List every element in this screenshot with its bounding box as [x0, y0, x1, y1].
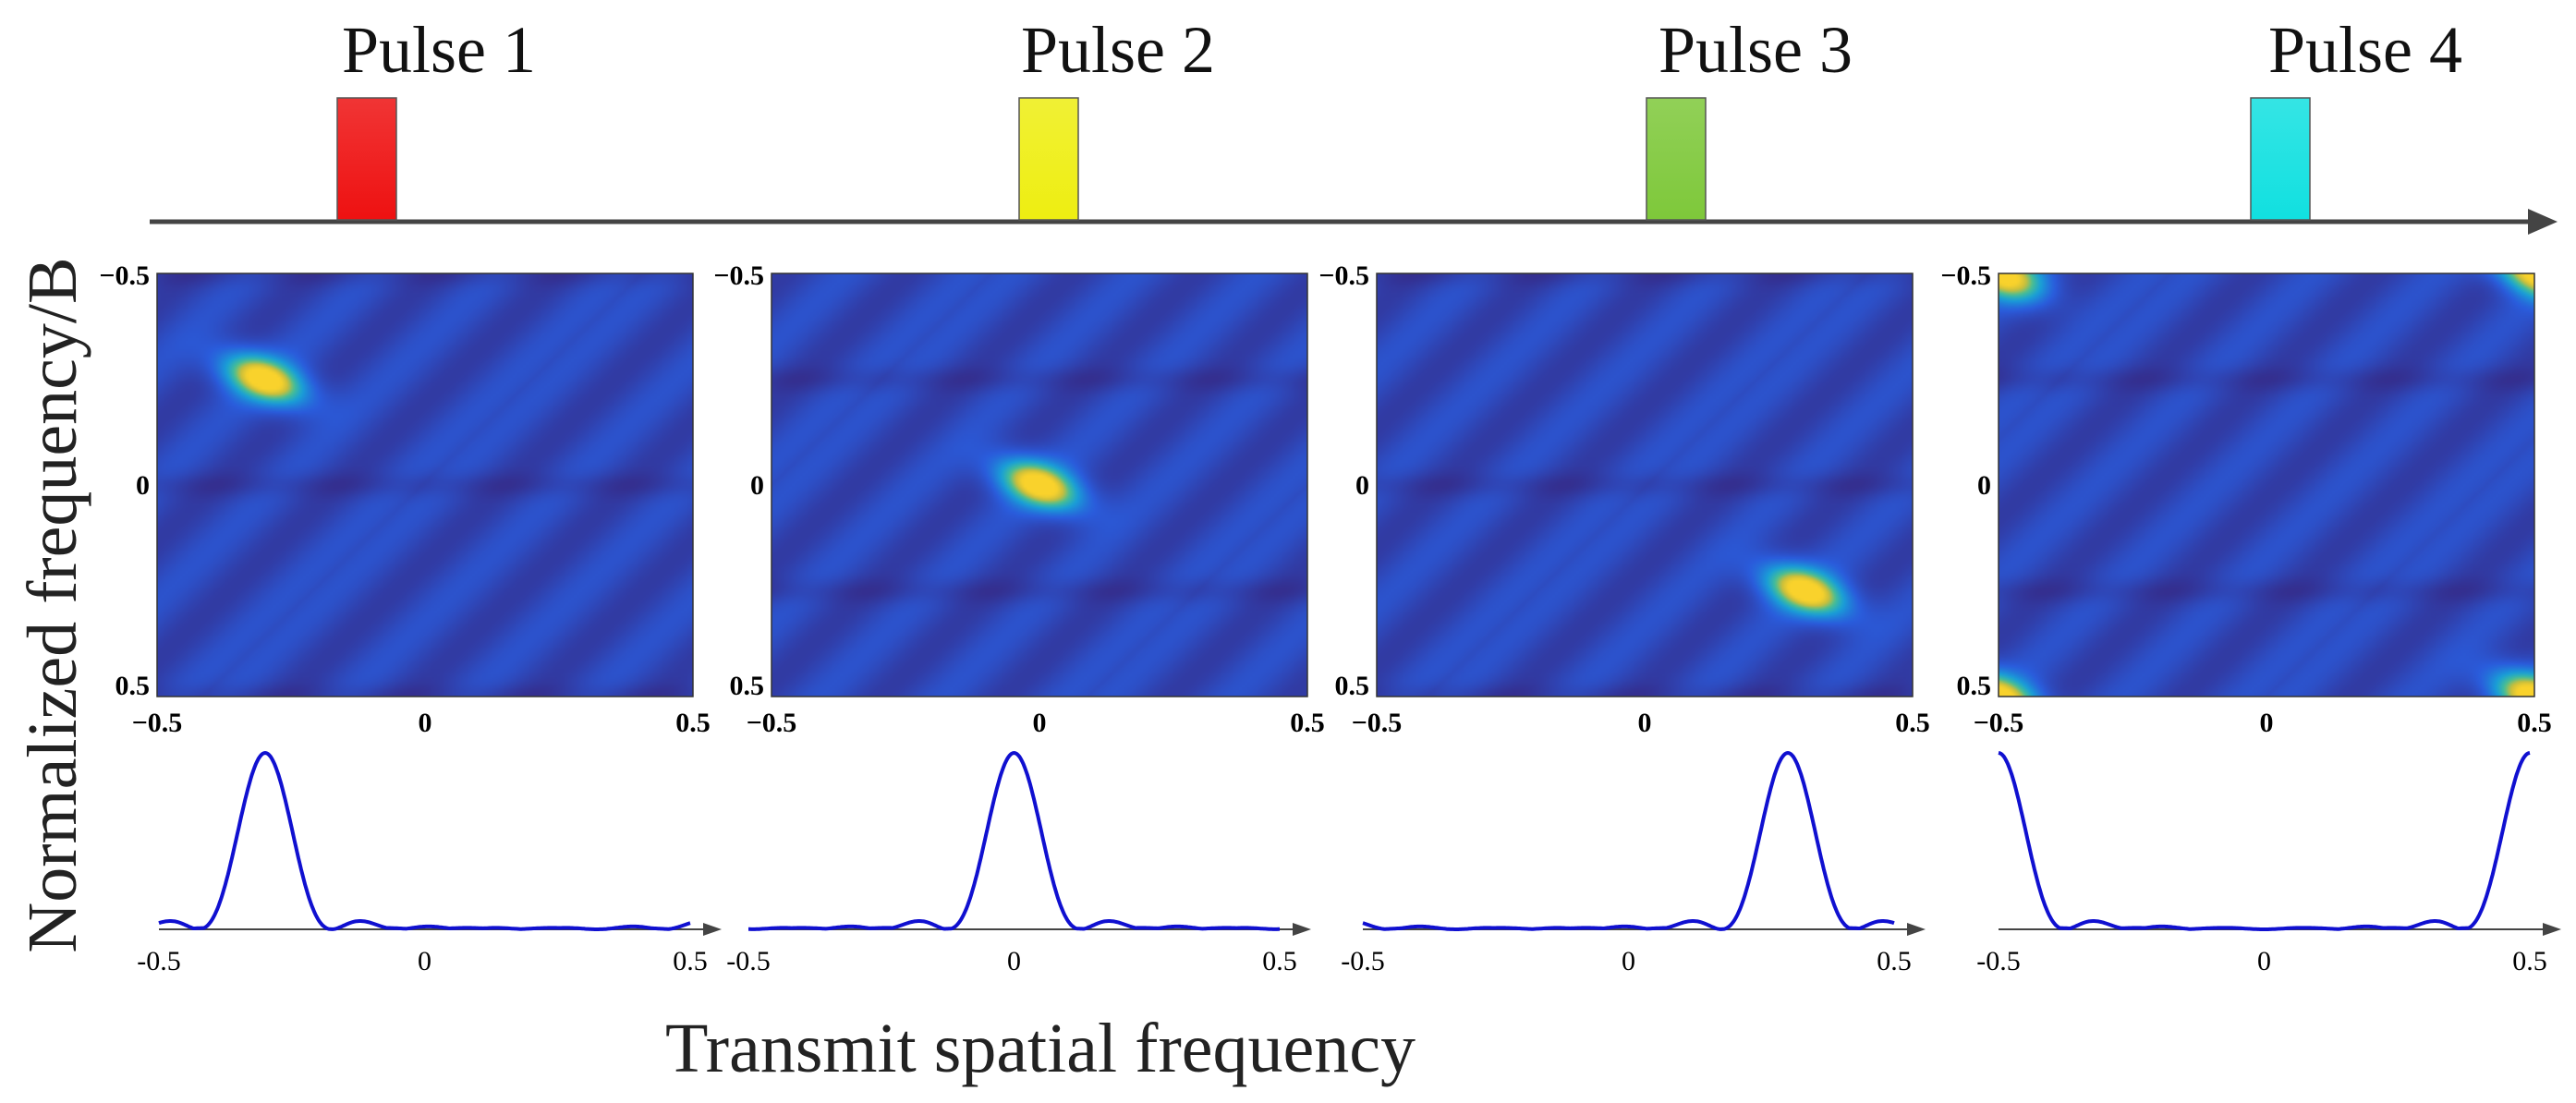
heatmap-x-tick: 0	[419, 708, 432, 738]
heatmap-frame	[771, 273, 1308, 697]
heatmap-y-tick: 0.5	[730, 671, 765, 701]
pulse-marker	[1018, 97, 1079, 221]
beam-x-tick: 0	[418, 946, 431, 976]
beam-x-tick: -0.5	[1976, 946, 2021, 976]
beam-x-tick: 0.5	[1877, 946, 1912, 976]
heatmap-y-tick: 0	[136, 470, 150, 501]
heatmap-y-tick: 0	[1355, 470, 1369, 501]
heatmap-y-tick: −0.5	[99, 261, 150, 291]
pulse-marker	[1646, 97, 1707, 221]
heatmap-image	[157, 273, 693, 697]
heatmap-frame	[1998, 273, 2535, 697]
beam-x-tick: 0.5	[1262, 946, 1297, 976]
beam-x-tick: -0.5	[1341, 946, 1385, 976]
heatmap-x-tick: 0.5	[1290, 708, 1325, 738]
beam-x-tick: 0.5	[673, 946, 708, 976]
x-axis-label: Transmit spatial frequency	[665, 1010, 1416, 1087]
beam-x-tick: -0.5	[726, 946, 771, 976]
beam-profile-line	[1998, 751, 2531, 931]
heatmap-y-tick: −0.5	[713, 261, 764, 291]
beam-x-tick: 0.5	[2512, 946, 2547, 976]
timeline-arrowhead	[2528, 209, 2558, 235]
heatmap-y-tick: 0.5	[1957, 671, 1992, 701]
heatmap-y-tick: 0.5	[1335, 671, 1370, 701]
panel-pulse-1: Pulse 1 −0.5 0 0.5 −0.5 0 0.5 -0.5 0 0.5	[99, 13, 722, 976]
beam-x-tick: -0.5	[137, 946, 181, 976]
beam-profile-line	[748, 750, 1280, 931]
heatmap-x-tick: 0	[2260, 708, 2274, 738]
panel-pulse-4: Pulse 4 −0.5 0 0.5 −0.5 0 0.5 -0.5 0 0.5	[1940, 13, 2561, 976]
beam-profile-line	[158, 750, 691, 931]
beam-axis-arrow	[1293, 923, 1311, 936]
heatmap-y-tick: −0.5	[1318, 261, 1369, 291]
beam-x-tick: 0	[2257, 946, 2271, 976]
heatmap-y-tick: −0.5	[1940, 261, 1991, 291]
beam-axis-arrow	[703, 923, 722, 936]
heatmap-x-tick: 0.5	[2517, 708, 2552, 738]
heatmap-y-tick: 0.5	[115, 671, 151, 701]
heatmap-x-tick: −0.5	[1974, 708, 2024, 738]
pulse-marker	[2250, 97, 2311, 221]
panel-pulse-2: Pulse 2 −0.5 0 0.5 −0.5 0 0.5 -0.5 0 0.5	[713, 13, 1324, 976]
heatmap-y-tick: 0	[750, 470, 764, 501]
panel-pulse-3: Pulse 3 −0.5 0 0.5 −0.5 0 0.5 -0.5 0 0.5	[1318, 13, 1929, 976]
heatmap-x-tick: 0	[1033, 708, 1047, 738]
beam-profile-line	[1362, 750, 1895, 931]
pulse-title: Pulse 3	[1659, 13, 1853, 87]
pulse-marker	[336, 97, 397, 221]
beam-axis-arrow	[2543, 923, 2561, 936]
heatmap-x-tick: 0	[1638, 708, 1652, 738]
heatmap-frame	[156, 273, 694, 697]
heatmap-x-tick: 0.5	[1895, 708, 1930, 738]
heatmap-image	[772, 273, 1307, 697]
beam-x-tick: 0	[1622, 946, 1635, 976]
beam-x-tick: 0	[1007, 946, 1021, 976]
y-axis-label: Normalized frequency/B	[14, 257, 91, 952]
beam-axis-arrow	[1907, 923, 1926, 936]
heatmap-y-tick: 0	[1977, 470, 1991, 501]
pulse-title: Pulse 2	[1021, 13, 1215, 87]
heatmap-x-tick: 0.5	[675, 708, 711, 738]
heatmap-x-tick: −0.5	[747, 708, 797, 738]
pulse-title: Pulse 1	[342, 13, 536, 87]
heatmap-image	[1377, 273, 1913, 697]
heatmap-frame	[1376, 273, 1914, 697]
pulse-title: Pulse 4	[2268, 13, 2462, 87]
heatmap-x-tick: −0.5	[132, 708, 183, 738]
heatmap-x-tick: −0.5	[1352, 708, 1403, 738]
heatmap-image	[1999, 273, 2534, 697]
